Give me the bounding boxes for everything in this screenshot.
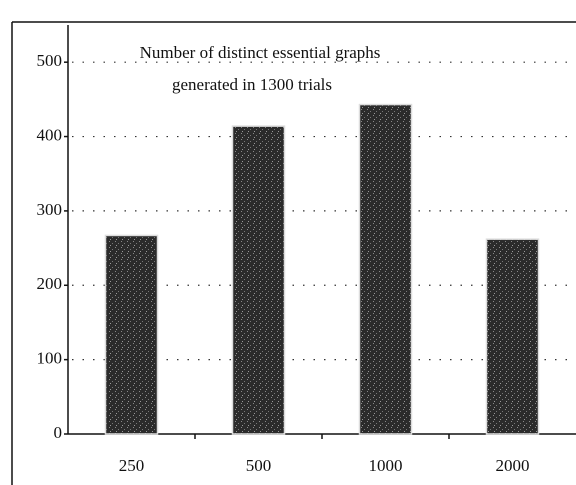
- y-tick-label: 300: [37, 200, 63, 219]
- chart-title: Number of distinct essential graphs: [140, 43, 381, 62]
- bar: [231, 125, 286, 435]
- x-tick-label: 500: [246, 456, 272, 475]
- y-tick-label: 400: [37, 125, 63, 144]
- bar: [104, 234, 159, 435]
- x-tick-label: 2000: [496, 456, 530, 475]
- y-tick-label: 0: [54, 423, 63, 442]
- y-tick-label: 100: [37, 349, 63, 368]
- chart-title: generated in 1300 trials: [172, 75, 332, 94]
- bar: [485, 238, 540, 435]
- x-tick-label: 250: [119, 456, 145, 475]
- bar: [358, 103, 413, 435]
- x-tick-label: 1000: [369, 456, 403, 475]
- y-tick-label: 500: [37, 51, 63, 70]
- y-tick-label: 200: [37, 274, 63, 293]
